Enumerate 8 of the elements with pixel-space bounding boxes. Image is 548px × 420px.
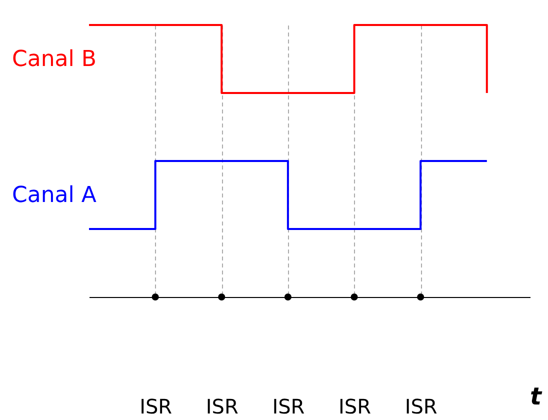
- x-tick-label: ISR: [272, 394, 305, 418]
- x-tick-label: ISR: [338, 394, 372, 418]
- x-tick-label: ISR: [140, 394, 172, 418]
- x-tick-label: ISR: [404, 394, 438, 418]
- series-label: Canal B: [12, 47, 96, 72]
- x-tick-label: ISR: [206, 394, 238, 418]
- x-axis-title: t: [530, 382, 544, 410]
- series-label: Canal A: [12, 183, 96, 208]
